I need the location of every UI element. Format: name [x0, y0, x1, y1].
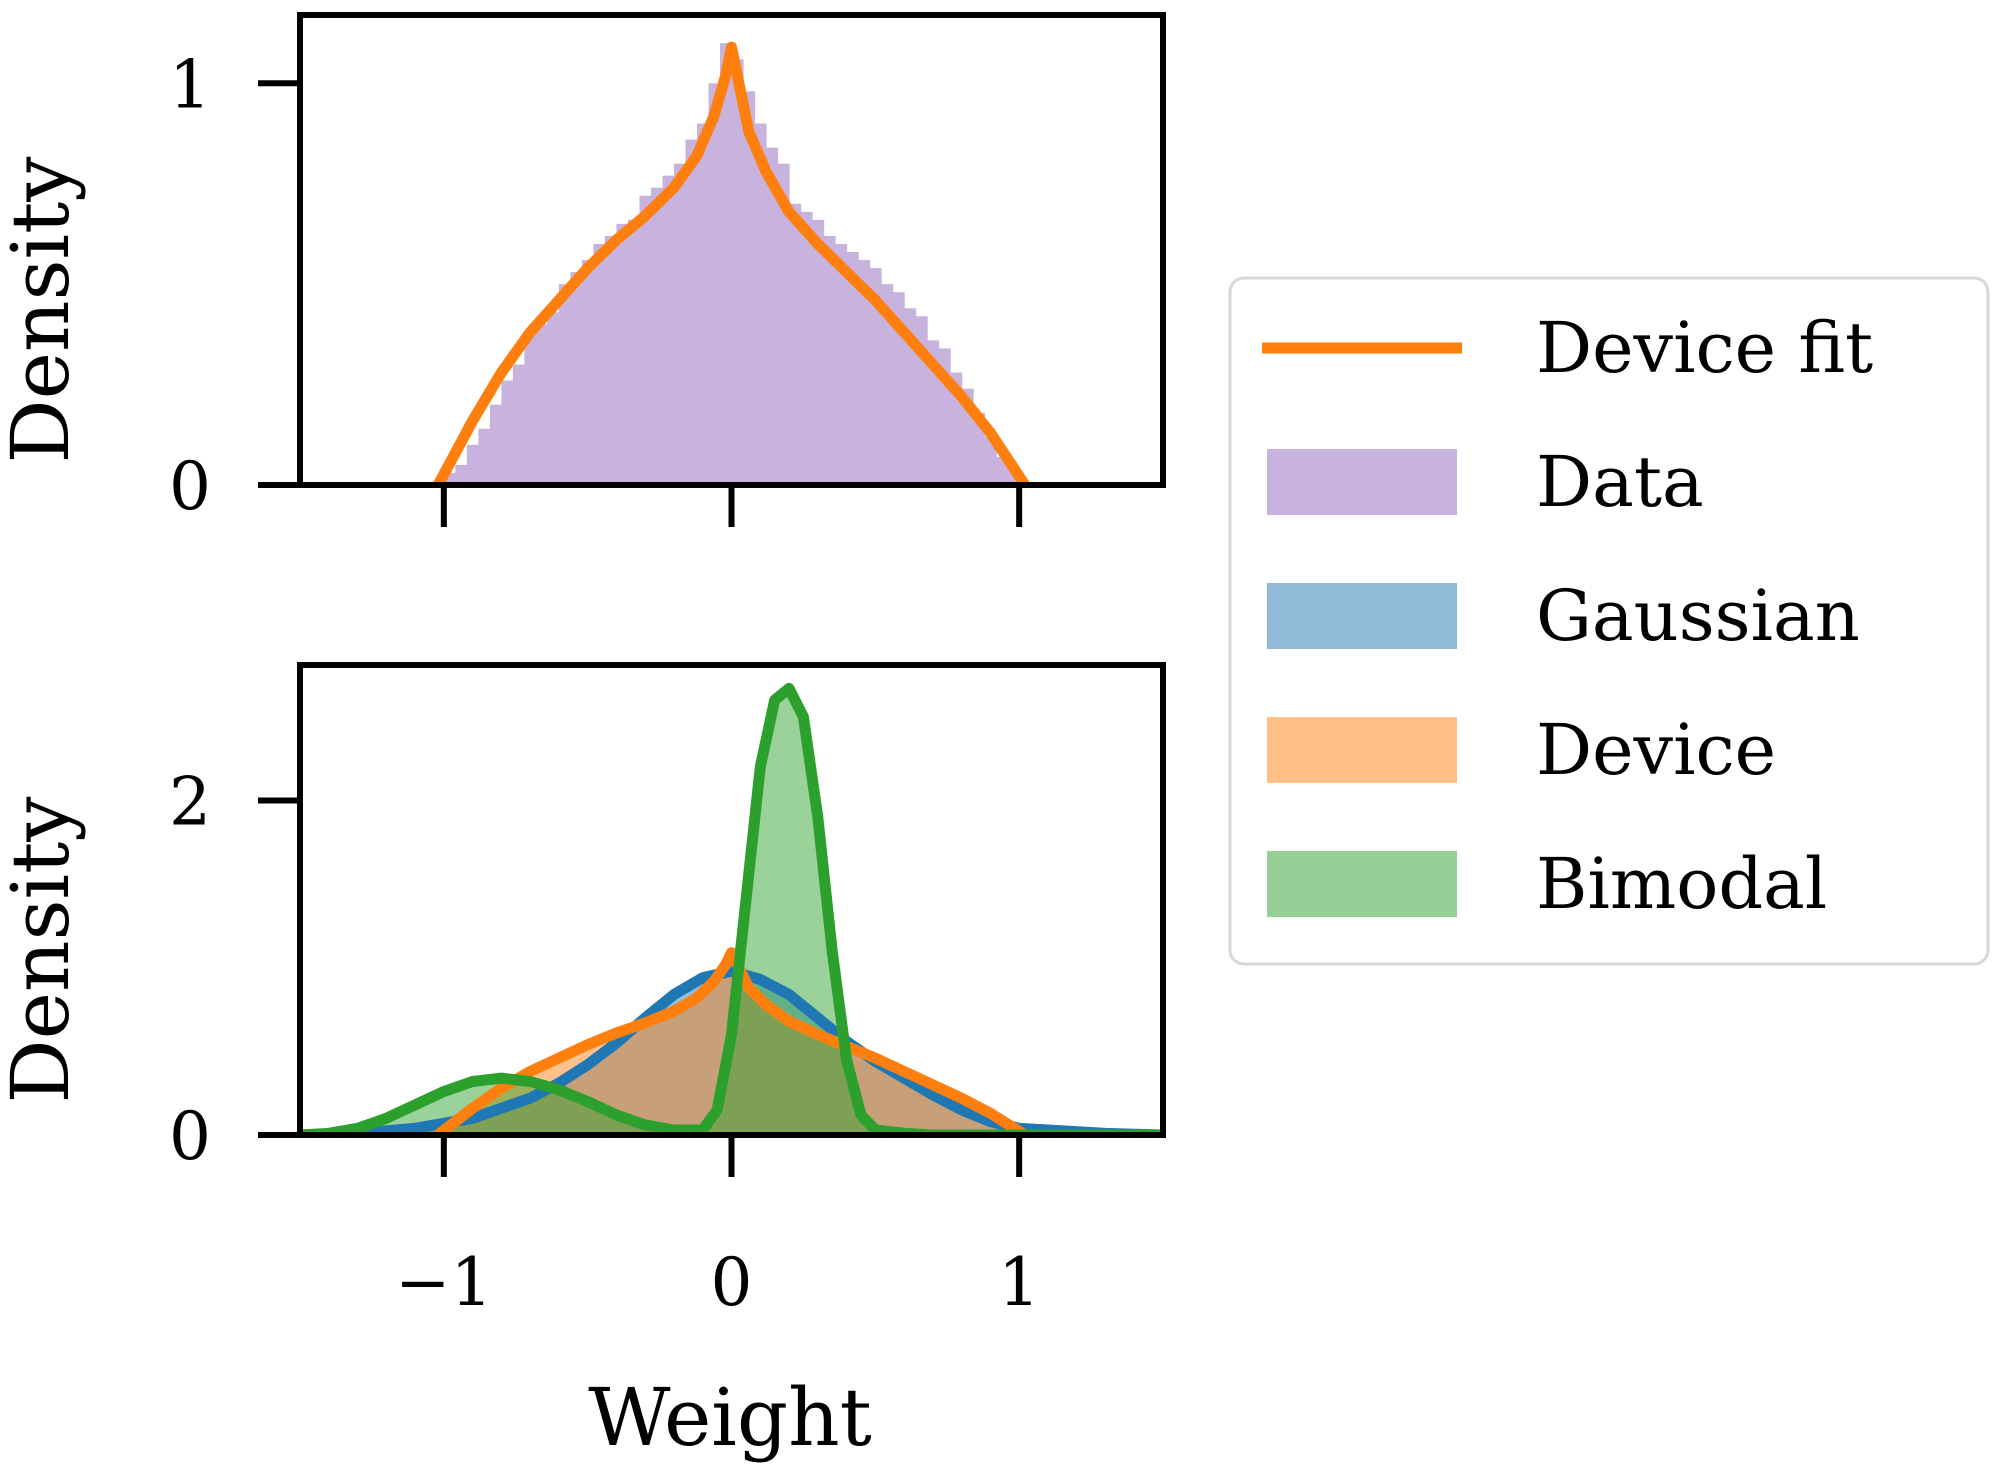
- top-panel: 01: [169, 12, 1166, 527]
- legend-label: Bimodal: [1536, 843, 1827, 925]
- histogram-bar: [708, 83, 721, 485]
- histogram-bar: [478, 428, 491, 485]
- legend-patch-swatch: [1267, 851, 1457, 917]
- histogram-bar: [766, 147, 779, 485]
- bottom-plot-area: [300, 682, 1163, 1135]
- bottom-panel: −1 0 1 0 2: [169, 662, 1166, 1321]
- y-tick-label: 1: [169, 46, 211, 123]
- bimodal-density-line: [300, 682, 1163, 1135]
- x-tick-label: −1: [395, 1244, 492, 1321]
- histogram-bar: [731, 59, 744, 485]
- legend-label: Device fit: [1536, 307, 1873, 389]
- histogram-bar: [524, 332, 537, 485]
- histogram-bar: [627, 219, 641, 485]
- device-density-line: [432, 947, 1031, 1135]
- top-plot-area: [432, 41, 1031, 485]
- legend-label: Device: [1536, 709, 1776, 791]
- legend-entry-device: Device: [1267, 709, 1776, 791]
- histogram-bar: [650, 187, 664, 485]
- histogram-bar: [558, 284, 572, 485]
- histogram-bar: [489, 404, 502, 485]
- x-axis-label: Weight: [588, 1371, 872, 1464]
- legend-entry-gaussian: Gaussian: [1267, 575, 1860, 657]
- histogram-bar: [846, 252, 859, 485]
- histogram-bar: [616, 223, 629, 485]
- legend-entry-data: Data: [1267, 441, 1704, 523]
- histogram-bar: [639, 195, 652, 485]
- bimodal-density-fill: [300, 688, 1163, 1135]
- histogram-bar: [881, 284, 894, 485]
- histogram-bar: [662, 175, 675, 485]
- legend-entry-device-fit: Device fit: [1262, 307, 1873, 389]
- legend-patch-swatch: [1267, 449, 1457, 515]
- histogram-bar: [835, 243, 848, 485]
- histogram-bar: [812, 219, 825, 485]
- histogram-bar: [512, 364, 525, 485]
- histogram-bar: [823, 235, 836, 485]
- x-tick-label: 1: [998, 1244, 1040, 1321]
- histogram-bar: [984, 436, 997, 485]
- legend: Device fit Data Gaussian Device Bimodal: [1228, 276, 1990, 966]
- histogram-bar: [754, 123, 767, 485]
- data-histogram: [443, 43, 1020, 485]
- legend-entry-bimodal: Bimodal: [1267, 843, 1827, 925]
- x-tick-label: 0: [711, 1244, 753, 1321]
- histogram-bar: [719, 43, 733, 485]
- histogram-bar: [455, 464, 468, 485]
- y-tick-label: 2: [169, 763, 211, 840]
- histogram-bar: [800, 211, 813, 485]
- histogram-bar: [581, 260, 595, 485]
- histogram-bar: [869, 268, 882, 485]
- legend-patch-swatch: [1267, 717, 1457, 783]
- legend-label: Data: [1536, 441, 1704, 523]
- histogram-bar: [535, 324, 548, 485]
- histogram-bar: [789, 203, 802, 485]
- bottom-y-axis-label: Density: [0, 797, 87, 1104]
- device-fit-line: [432, 41, 1031, 485]
- top-y-axis-label: Density: [0, 157, 87, 464]
- histogram-bar: [501, 380, 514, 485]
- histogram-bar: [777, 163, 790, 485]
- y-tick-label: 0: [169, 448, 211, 525]
- histogram-bar: [570, 272, 583, 485]
- histogram-bar: [593, 243, 606, 485]
- histogram-bar: [466, 444, 479, 485]
- histogram-bar: [696, 123, 710, 485]
- histogram-bar: [904, 308, 917, 485]
- histogram-bar: [892, 292, 905, 485]
- histogram-bar: [858, 260, 871, 485]
- histogram-bar: [743, 91, 756, 485]
- histogram-bar: [604, 235, 618, 485]
- legend-label: Gaussian: [1536, 575, 1860, 657]
- histogram-bar: [547, 312, 560, 485]
- histogram-bar: [685, 139, 698, 485]
- y-tick-label: 0: [169, 1098, 211, 1175]
- histogram-bar: [927, 340, 940, 485]
- legend-patch-swatch: [1267, 583, 1457, 649]
- histogram-bar: [673, 163, 687, 485]
